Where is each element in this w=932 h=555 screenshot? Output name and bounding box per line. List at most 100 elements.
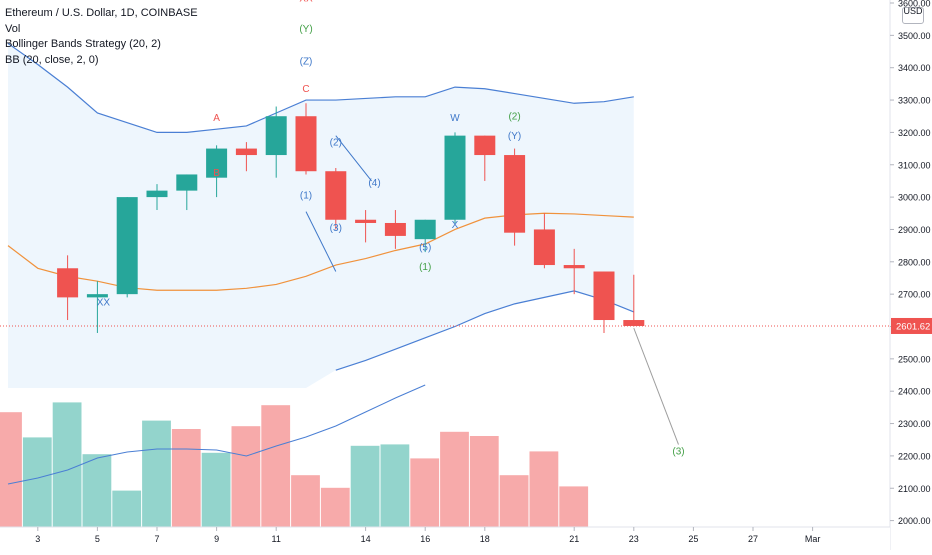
volume-bar: [380, 444, 410, 527]
candle-body: [235, 148, 257, 156]
volume-ma-line: [7, 384, 426, 485]
wave-label: X: [452, 220, 459, 231]
price-tick-label: 3600.00: [898, 0, 931, 9]
volume-bar: [142, 420, 171, 527]
bb-basis-line: [7, 212, 634, 291]
candle-body: [265, 116, 287, 156]
wave-line: [305, 211, 337, 272]
price-tick-label: 2700.00: [898, 290, 931, 300]
volume-bar: [201, 452, 231, 527]
wave-line: [335, 135, 372, 182]
time-tick-label: 23: [629, 534, 639, 544]
last-price-badge: [891, 317, 932, 334]
wave-label: C: [302, 84, 309, 95]
candle-body: [474, 135, 496, 156]
wave-label: (2): [330, 137, 342, 148]
volume-bar: [410, 458, 440, 527]
wave-label: B: [213, 168, 220, 179]
volume-bar: [82, 454, 112, 527]
wave-label: (2): [508, 111, 520, 122]
volume-bar: [559, 486, 589, 527]
wave-label: XX: [97, 297, 111, 308]
candle-body: [563, 265, 585, 269]
price-axis[interactable]: 2000.00 2100.00 2200.00 2300.00 2400.00 2500.…: [889, 0, 932, 550]
volume-bar: [0, 412, 22, 527]
candle-body: [57, 268, 79, 298]
time-tick-label: Mar: [805, 534, 821, 544]
price-tick-label: 3300.00: [898, 96, 931, 106]
bb-lower-line: [335, 290, 635, 371]
symbol-title[interactable]: Ethereum / U.S. Dollar, 1D, COINBASE: [5, 7, 198, 19]
candle-body: [414, 219, 436, 240]
chart-legend: Ethereum / U.S. Dollar, 1D, COINBASE Vol…: [5, 6, 198, 68]
time-tick-label: 18: [480, 534, 490, 544]
candle-body: [325, 171, 347, 220]
bb-fill-layer: [8, 43, 634, 388]
wave-label: (1): [300, 191, 312, 202]
volume-bar: [469, 436, 499, 527]
price-tick-label: 3400.00: [898, 63, 931, 73]
candle-body: [146, 190, 168, 198]
price-tick-label: 2000.00: [898, 516, 931, 526]
volume-bar: [499, 475, 529, 527]
candle-body: [355, 219, 377, 223]
price-tick-label: 2300.00: [898, 419, 931, 429]
price-tick-label: 3200.00: [898, 128, 931, 138]
time-tick-label: 11: [272, 534, 281, 544]
volume-bar: [320, 487, 350, 527]
volume-layer: [0, 384, 589, 527]
price-tick-label: 3000.00: [898, 193, 931, 203]
time-axis[interactable]: 3 5 7 9 11 14 16 18 21 23 25 27 Mar: [0, 526, 890, 550]
volume-indicator-label[interactable]: Vol: [5, 22, 21, 35]
price-tick-label: 2200.00: [898, 451, 931, 461]
volume-bar: [52, 402, 82, 527]
wave-label: (Y): [508, 131, 521, 142]
last-price-label: 2601.62: [896, 321, 930, 332]
candle-body: [504, 155, 526, 233]
candle-body: [295, 116, 317, 172]
price-axis-bg: [890, 0, 932, 550]
bollinger-layer: [7, 42, 635, 371]
candle-body: [206, 148, 228, 178]
candle-body: [176, 174, 198, 191]
time-tick-label: 7: [154, 534, 159, 544]
volume-bar: [291, 475, 320, 527]
wave-label: (Y): [299, 24, 312, 35]
currency-badge[interactable]: USD: [902, 7, 924, 24]
wave-label: (3): [672, 446, 684, 457]
volume-bar: [440, 431, 469, 527]
candle-body: [384, 222, 406, 236]
time-axis-bg: [0, 527, 890, 550]
bb-indicator-label[interactable]: BB (20, close, 2, 0): [5, 53, 99, 66]
price-tick-label: 2500.00: [898, 354, 931, 364]
volume-bar: [529, 451, 559, 527]
price-tick-label: 3100.00: [898, 160, 931, 170]
candle-body: [593, 271, 615, 321]
projection-line: [633, 327, 679, 445]
candles-layer: [57, 103, 645, 333]
time-tick-label: 21: [569, 534, 579, 544]
time-tick-label: 3: [35, 534, 40, 544]
volume-bar: [350, 445, 380, 527]
time-tick-label: 25: [688, 534, 698, 544]
volume-bar: [171, 429, 201, 527]
strategy-indicator-label[interactable]: Bollinger Bands Strategy (20, 2): [5, 38, 161, 50]
wave-label: XX: [299, 0, 313, 4]
bb-fill-area: [8, 43, 634, 388]
wave-label: (5): [419, 242, 431, 253]
time-tick-label: 27: [748, 534, 758, 544]
candle-body: [533, 229, 555, 266]
wave-label: (4): [368, 178, 380, 189]
volume-bar: [231, 426, 261, 527]
time-tick-label: 14: [361, 534, 371, 544]
wave-annotation-layer: XX (Y) (Z) C A B (2) (4) (1) (3) (5) (1) W X (2) (Y) XX (…: [97, 0, 685, 457]
price-tick-label: 3500.00: [898, 31, 931, 41]
time-tick-label: 5: [95, 534, 100, 544]
time-tick-label: 16: [420, 534, 430, 544]
volume-bar: [261, 405, 291, 527]
candle-body: [444, 135, 466, 220]
bb-upper-line: [7, 42, 634, 133]
wave-label: (Z): [300, 56, 313, 67]
